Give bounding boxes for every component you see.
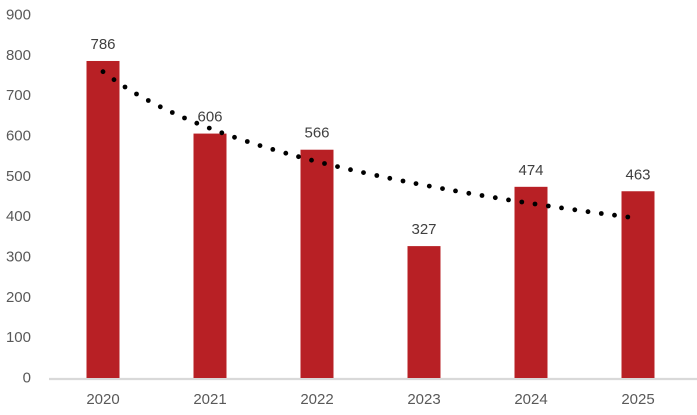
trendline-dot — [559, 205, 564, 211]
trendline-dot — [270, 147, 276, 152]
trendline-dot — [157, 104, 163, 110]
y-axis-label: 0 — [23, 370, 31, 387]
x-axis-label-2024: 2024 — [514, 391, 547, 408]
x-axis-label-2021: 2021 — [193, 391, 226, 408]
trendline-dot — [519, 199, 525, 205]
trendline-dot — [182, 115, 187, 121]
y-axis-label: 600 — [6, 128, 31, 145]
x-axis-label-2025: 2025 — [621, 391, 654, 408]
trendline-dot — [100, 69, 106, 75]
trendline-dot — [374, 173, 380, 178]
trendline-dot — [348, 167, 353, 173]
y-axis-label: 500 — [6, 168, 31, 185]
trendline-dot — [387, 175, 393, 181]
trendline-dot — [585, 209, 591, 215]
y-axis-label: 400 — [6, 208, 31, 225]
trendline-dot — [134, 91, 139, 97]
trendline-dot — [426, 183, 432, 189]
trendline-dot — [335, 164, 340, 170]
x-axis-label-2023: 2023 — [407, 391, 440, 408]
trendline-dot — [122, 84, 128, 90]
bar-2020 — [86, 60, 120, 378]
bar-2024 — [514, 186, 548, 378]
trendline-dot — [111, 77, 117, 83]
trendline-dot — [492, 195, 498, 201]
x-axis-label-2020: 2020 — [86, 391, 119, 408]
trendline-dot — [257, 143, 263, 149]
trendline-dot — [232, 134, 237, 140]
data-label-2023: 327 — [411, 221, 436, 238]
y-axis-label: 300 — [6, 249, 31, 266]
trendline-dot — [612, 212, 617, 218]
trendline-dot — [572, 207, 578, 213]
data-label-2021: 606 — [197, 109, 222, 126]
bar-2021 — [193, 133, 227, 378]
trendline-dot — [532, 201, 538, 207]
trendline-dot — [598, 211, 604, 216]
trendline-dot — [361, 170, 366, 176]
y-axis-label: 200 — [6, 289, 31, 306]
trendline-dot — [296, 154, 301, 160]
trendline-dot — [309, 157, 314, 163]
trendline-dot — [169, 110, 175, 115]
trendline-dot — [322, 161, 327, 166]
trendline-dot — [506, 197, 511, 203]
y-axis-label: 100 — [6, 329, 31, 346]
x-axis-label-2022: 2022 — [300, 391, 333, 408]
y-axis-label: 800 — [6, 47, 31, 64]
trendline-dot — [466, 190, 472, 196]
trendline-dot — [194, 120, 200, 126]
trendline — [100, 69, 631, 220]
trendline-dot — [545, 203, 551, 209]
bar-2025 — [621, 191, 655, 378]
data-label-2024: 474 — [518, 162, 543, 179]
bar-2023 — [407, 246, 441, 378]
bar-2022 — [300, 149, 334, 378]
trendline-dot — [283, 150, 289, 156]
trendline-dot — [625, 214, 631, 220]
trendline-dot — [244, 139, 250, 144]
trendline-dot — [145, 98, 151, 103]
trendline-dot — [453, 188, 458, 194]
y-axis-label: 700 — [6, 87, 31, 104]
trendline-dot — [219, 130, 225, 136]
y-axis-label: 900 — [6, 7, 31, 24]
trendline-dot — [206, 125, 212, 131]
data-label-2025: 463 — [625, 166, 650, 183]
trendline-dot — [440, 186, 445, 192]
trendline-dot — [479, 193, 485, 198]
data-label-2020: 786 — [90, 36, 115, 53]
trendline-dot — [413, 181, 419, 187]
trendline-dot — [400, 178, 406, 184]
data-label-2022: 566 — [304, 125, 329, 142]
